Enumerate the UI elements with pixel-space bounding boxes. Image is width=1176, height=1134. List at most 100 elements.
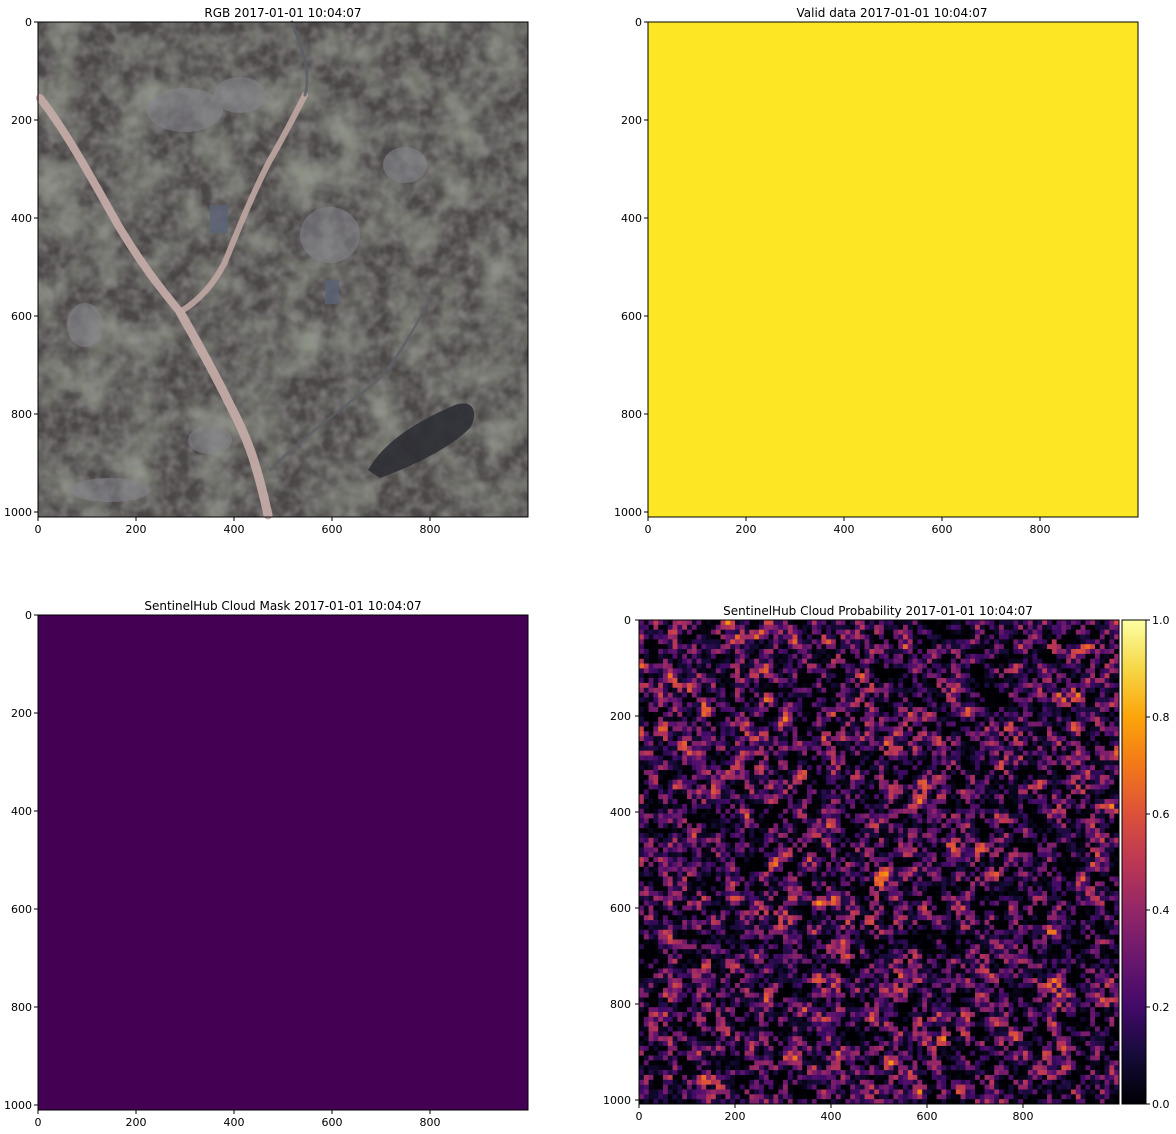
heatmap-cell (653, 668, 659, 674)
heatmap-cell (845, 721, 851, 727)
heatmap-cell (970, 620, 976, 626)
heatmap-cell (931, 784, 937, 790)
heatmap-cell (927, 823, 933, 829)
heatmap-cell (845, 711, 851, 718)
heatmap-cell (1013, 653, 1019, 660)
heatmap-cell (663, 857, 669, 863)
heatmap-cell (1090, 750, 1096, 756)
heatmap-cell (759, 649, 765, 655)
heatmap-cell (1056, 842, 1062, 848)
heatmap-cell (1071, 663, 1077, 669)
heatmap-cell (979, 692, 985, 698)
heatmap-cell (1061, 852, 1067, 858)
heatmap-cell (864, 649, 870, 655)
heatmap-cell (749, 629, 755, 635)
heatmap-cell (1013, 716, 1019, 722)
heatmap-cell (859, 760, 865, 766)
heatmap-cell (898, 808, 904, 814)
heatmap-cell (811, 779, 817, 785)
heatmap-cell (999, 765, 1005, 771)
heatmap-cell (696, 770, 702, 776)
heatmap-cell (1085, 818, 1091, 824)
heatmap-cell (831, 818, 837, 824)
heatmap-cell (989, 828, 995, 834)
heatmap-cell (883, 668, 889, 674)
heatmap-cell (1047, 644, 1053, 650)
heatmap-cell (672, 857, 678, 863)
heatmap-cell (711, 813, 717, 819)
heatmap-cell (730, 624, 736, 630)
heatmap-cell (1023, 789, 1029, 795)
heatmap-cell (792, 649, 798, 655)
heatmap-cell (677, 741, 683, 747)
heatmap-cell (1003, 644, 1009, 650)
heatmap-cell (883, 707, 889, 713)
heatmap-cell (706, 678, 712, 684)
heatmap-cell (840, 770, 846, 776)
heatmap-cell (1037, 624, 1043, 630)
heatmap-cell (773, 774, 779, 781)
heatmap-cell (720, 852, 726, 858)
heatmap-cell (672, 760, 678, 766)
heatmap-cell (787, 692, 793, 698)
heatmap-cell (1023, 823, 1029, 829)
heatmap-cell (936, 828, 942, 834)
heatmap-cell (855, 770, 861, 776)
heatmap-cell (739, 823, 745, 829)
heatmap-cell (979, 803, 985, 810)
heatmap-cell (787, 629, 793, 635)
heatmap-cell (763, 803, 769, 810)
heatmap-cell (696, 663, 702, 669)
heatmap-cell (888, 711, 894, 718)
heatmap-cell (994, 644, 1000, 650)
heatmap-cell (1023, 837, 1029, 843)
heatmap-cell (979, 624, 985, 630)
heatmap-cell (797, 818, 803, 824)
heatmap-cell (648, 663, 654, 669)
heatmap-cell (687, 857, 693, 863)
cloud-probability-panel-title: SentinelHub Cloud Probability 2017-01-01… (723, 604, 1033, 618)
heatmap-cell (960, 745, 966, 751)
heatmap-cell (778, 673, 784, 679)
heatmap-cell (1027, 697, 1033, 703)
heatmap-cell (797, 813, 803, 819)
rgb-y-tick-800: 800 (11, 408, 32, 421)
heatmap-cell (927, 828, 933, 834)
heatmap-cell (658, 779, 664, 785)
heatmap-cell (1066, 716, 1072, 722)
heatmap-cell (739, 653, 745, 660)
heatmap-cell (984, 770, 990, 776)
heatmap-cell (816, 716, 822, 722)
heatmap-cell (1061, 750, 1067, 756)
heatmap-cell (1023, 765, 1029, 771)
heatmap-cell (984, 789, 990, 795)
heatmap-cell (864, 663, 870, 669)
heatmap-cell (931, 629, 937, 635)
heatmap-cell (1042, 852, 1048, 858)
heatmap-cell (1066, 760, 1072, 766)
heatmap-cell (735, 731, 741, 737)
heatmap-cell (744, 731, 750, 737)
heatmap-cell (879, 813, 885, 819)
heatmap-cell (859, 702, 865, 708)
heatmap-cell (1042, 750, 1048, 756)
heatmap-cell (955, 813, 961, 819)
heatmap-cell (845, 837, 851, 843)
heatmap-cell (1114, 799, 1120, 805)
heatmap-cell (787, 697, 793, 703)
heatmap-cell (960, 741, 966, 747)
heatmap-cell (797, 779, 803, 785)
heatmap-cell (850, 736, 856, 742)
heatmap-cell (1114, 707, 1120, 713)
heatmap-cell (898, 653, 904, 660)
heatmap-cell (898, 799, 904, 805)
heatmap-cell (696, 721, 702, 727)
heatmap-cell (965, 765, 971, 771)
heatmap-cell (658, 658, 664, 664)
heatmap-cell (941, 663, 947, 669)
heatmap-cell (1013, 755, 1019, 761)
heatmap-cell (1042, 663, 1048, 669)
heatmap-cell (763, 779, 769, 785)
heatmap-cell (903, 755, 909, 761)
heatmap-cell (1008, 818, 1014, 824)
